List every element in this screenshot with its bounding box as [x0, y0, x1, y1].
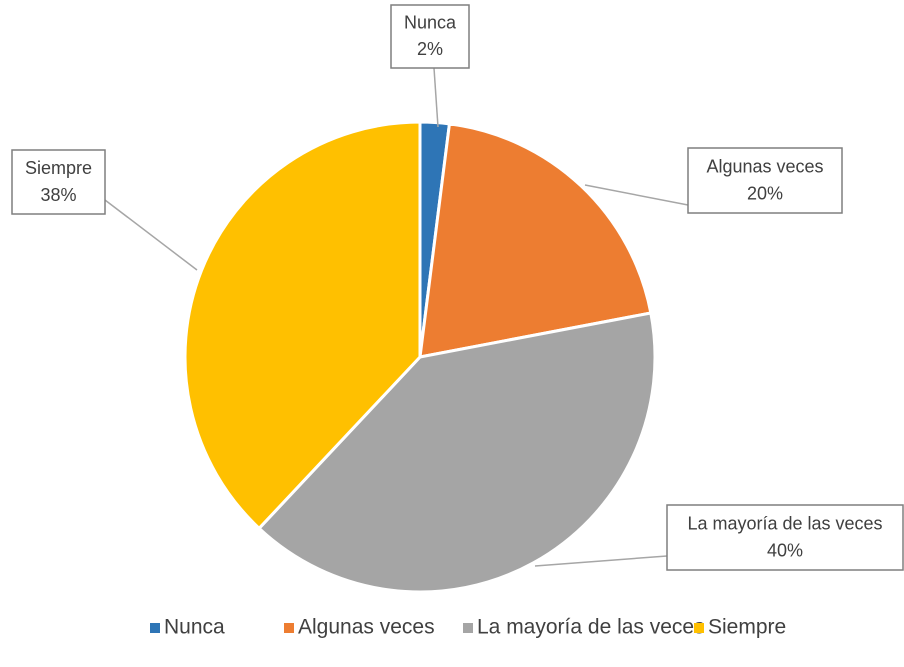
legend-swatch [150, 623, 160, 633]
legend-text: La mayoría de las veces [477, 616, 705, 639]
legend-text: Algunas veces [298, 616, 435, 639]
legend-item: Nunca [150, 616, 225, 639]
label-box [687, 147, 843, 214]
data-label: Nunca 2% [390, 4, 470, 128]
label-name: Algunas veces [706, 156, 823, 176]
pie-slice [418, 122, 653, 359]
pie-slice [183, 120, 422, 531]
label-name: Nunca [404, 13, 457, 33]
leader-line [104, 199, 198, 271]
label-value: 38% [40, 185, 76, 205]
leader-line [433, 67, 439, 128]
label-box [666, 504, 904, 571]
label-value: 40% [767, 541, 803, 561]
label-box [11, 149, 106, 215]
legend-item: Siempre [694, 616, 786, 639]
label-name: Siempre [25, 158, 92, 178]
legend-text: Nunca [164, 616, 225, 639]
data-label: La mayoría de las veces 40% [534, 504, 904, 571]
legend-swatch [284, 623, 294, 633]
legend-swatch [694, 623, 704, 633]
label-box [390, 4, 470, 69]
legend-swatch [463, 623, 473, 633]
data-label: Siempre 38% [11, 149, 198, 271]
label-value: 20% [747, 184, 783, 204]
data-label: Algunas veces 20% [584, 147, 843, 214]
leader-line [534, 555, 668, 567]
legend-item: La mayoría de las veces [463, 616, 705, 639]
leader-line [584, 184, 689, 206]
legend-item: Algunas veces [284, 616, 435, 639]
label-value: 2% [417, 39, 443, 59]
pie-slice [257, 311, 657, 594]
label-name: La mayoría de las veces [687, 513, 882, 533]
legend-text: Siempre [708, 616, 786, 639]
